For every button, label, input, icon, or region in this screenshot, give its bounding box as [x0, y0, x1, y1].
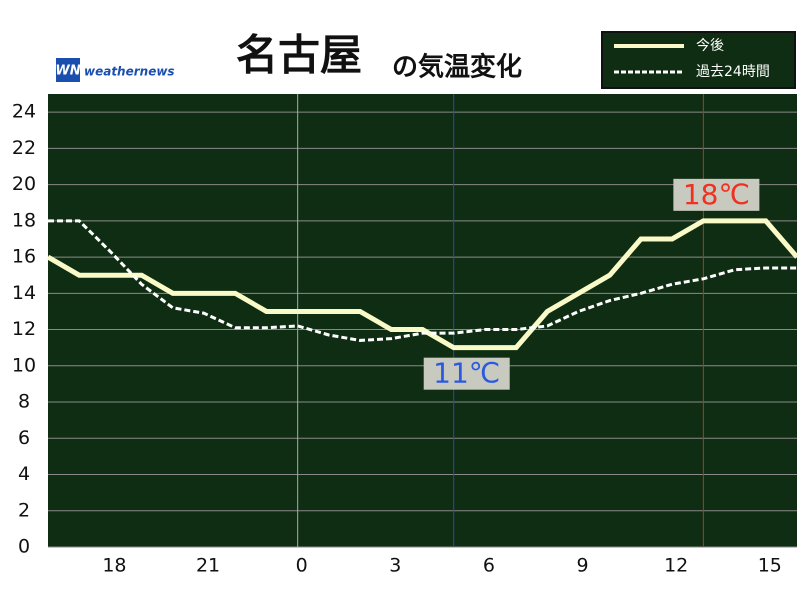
- x-tick-label: 15: [758, 555, 782, 577]
- legend-label: 今後: [696, 38, 724, 54]
- y-tick-label: 14: [12, 282, 36, 304]
- y-tick-label: 2: [18, 499, 30, 521]
- annotation-box: [423, 357, 510, 390]
- series-line: [48, 219, 797, 342]
- y-tick-label: 12: [12, 318, 36, 340]
- y-tick-label: 22: [12, 137, 36, 159]
- x-tick-label: 6: [483, 555, 495, 577]
- legend-label: 過去24時間: [696, 64, 770, 80]
- chart-title: 名古屋: [236, 31, 362, 80]
- series-line: [46, 218, 799, 351]
- x-tick-label: 0: [296, 555, 308, 577]
- x-tick-label: 12: [664, 555, 688, 577]
- legend-box: [601, 31, 796, 89]
- x-tick-label: 21: [196, 555, 220, 577]
- annotation-text: 18℃: [683, 178, 750, 211]
- annotation-box: [673, 178, 760, 211]
- y-tick-label: 0: [18, 536, 30, 558]
- y-tick-label: 8: [18, 391, 30, 413]
- y-tick-label: 6: [18, 427, 30, 449]
- chart-subtitle: の気温変化: [392, 52, 522, 83]
- annotation-text: 11℃: [433, 357, 500, 390]
- logo-mark: WN: [55, 64, 80, 79]
- plot-bg: [48, 94, 797, 547]
- x-tick-label: 9: [576, 555, 588, 577]
- logo-mark-bg: [56, 58, 80, 82]
- y-tick-label: 18: [12, 209, 36, 231]
- x-tick-label: 3: [389, 555, 401, 577]
- y-tick-label: 10: [12, 354, 36, 376]
- x-tick-label: 18: [102, 555, 126, 577]
- y-tick-label: 24: [12, 101, 36, 123]
- y-tick-label: 20: [12, 173, 36, 195]
- logo-text: weathernews: [84, 65, 175, 79]
- y-tick-label: 4: [18, 463, 30, 485]
- y-tick-label: 16: [12, 246, 36, 268]
